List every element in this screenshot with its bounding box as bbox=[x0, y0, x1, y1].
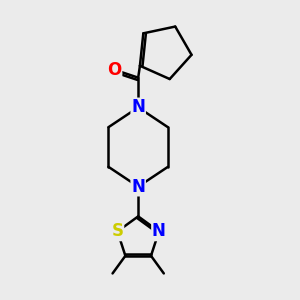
Text: N: N bbox=[131, 178, 145, 196]
Text: N: N bbox=[131, 98, 145, 116]
Text: N: N bbox=[152, 222, 166, 240]
Text: O: O bbox=[107, 61, 122, 79]
Text: S: S bbox=[112, 222, 124, 240]
